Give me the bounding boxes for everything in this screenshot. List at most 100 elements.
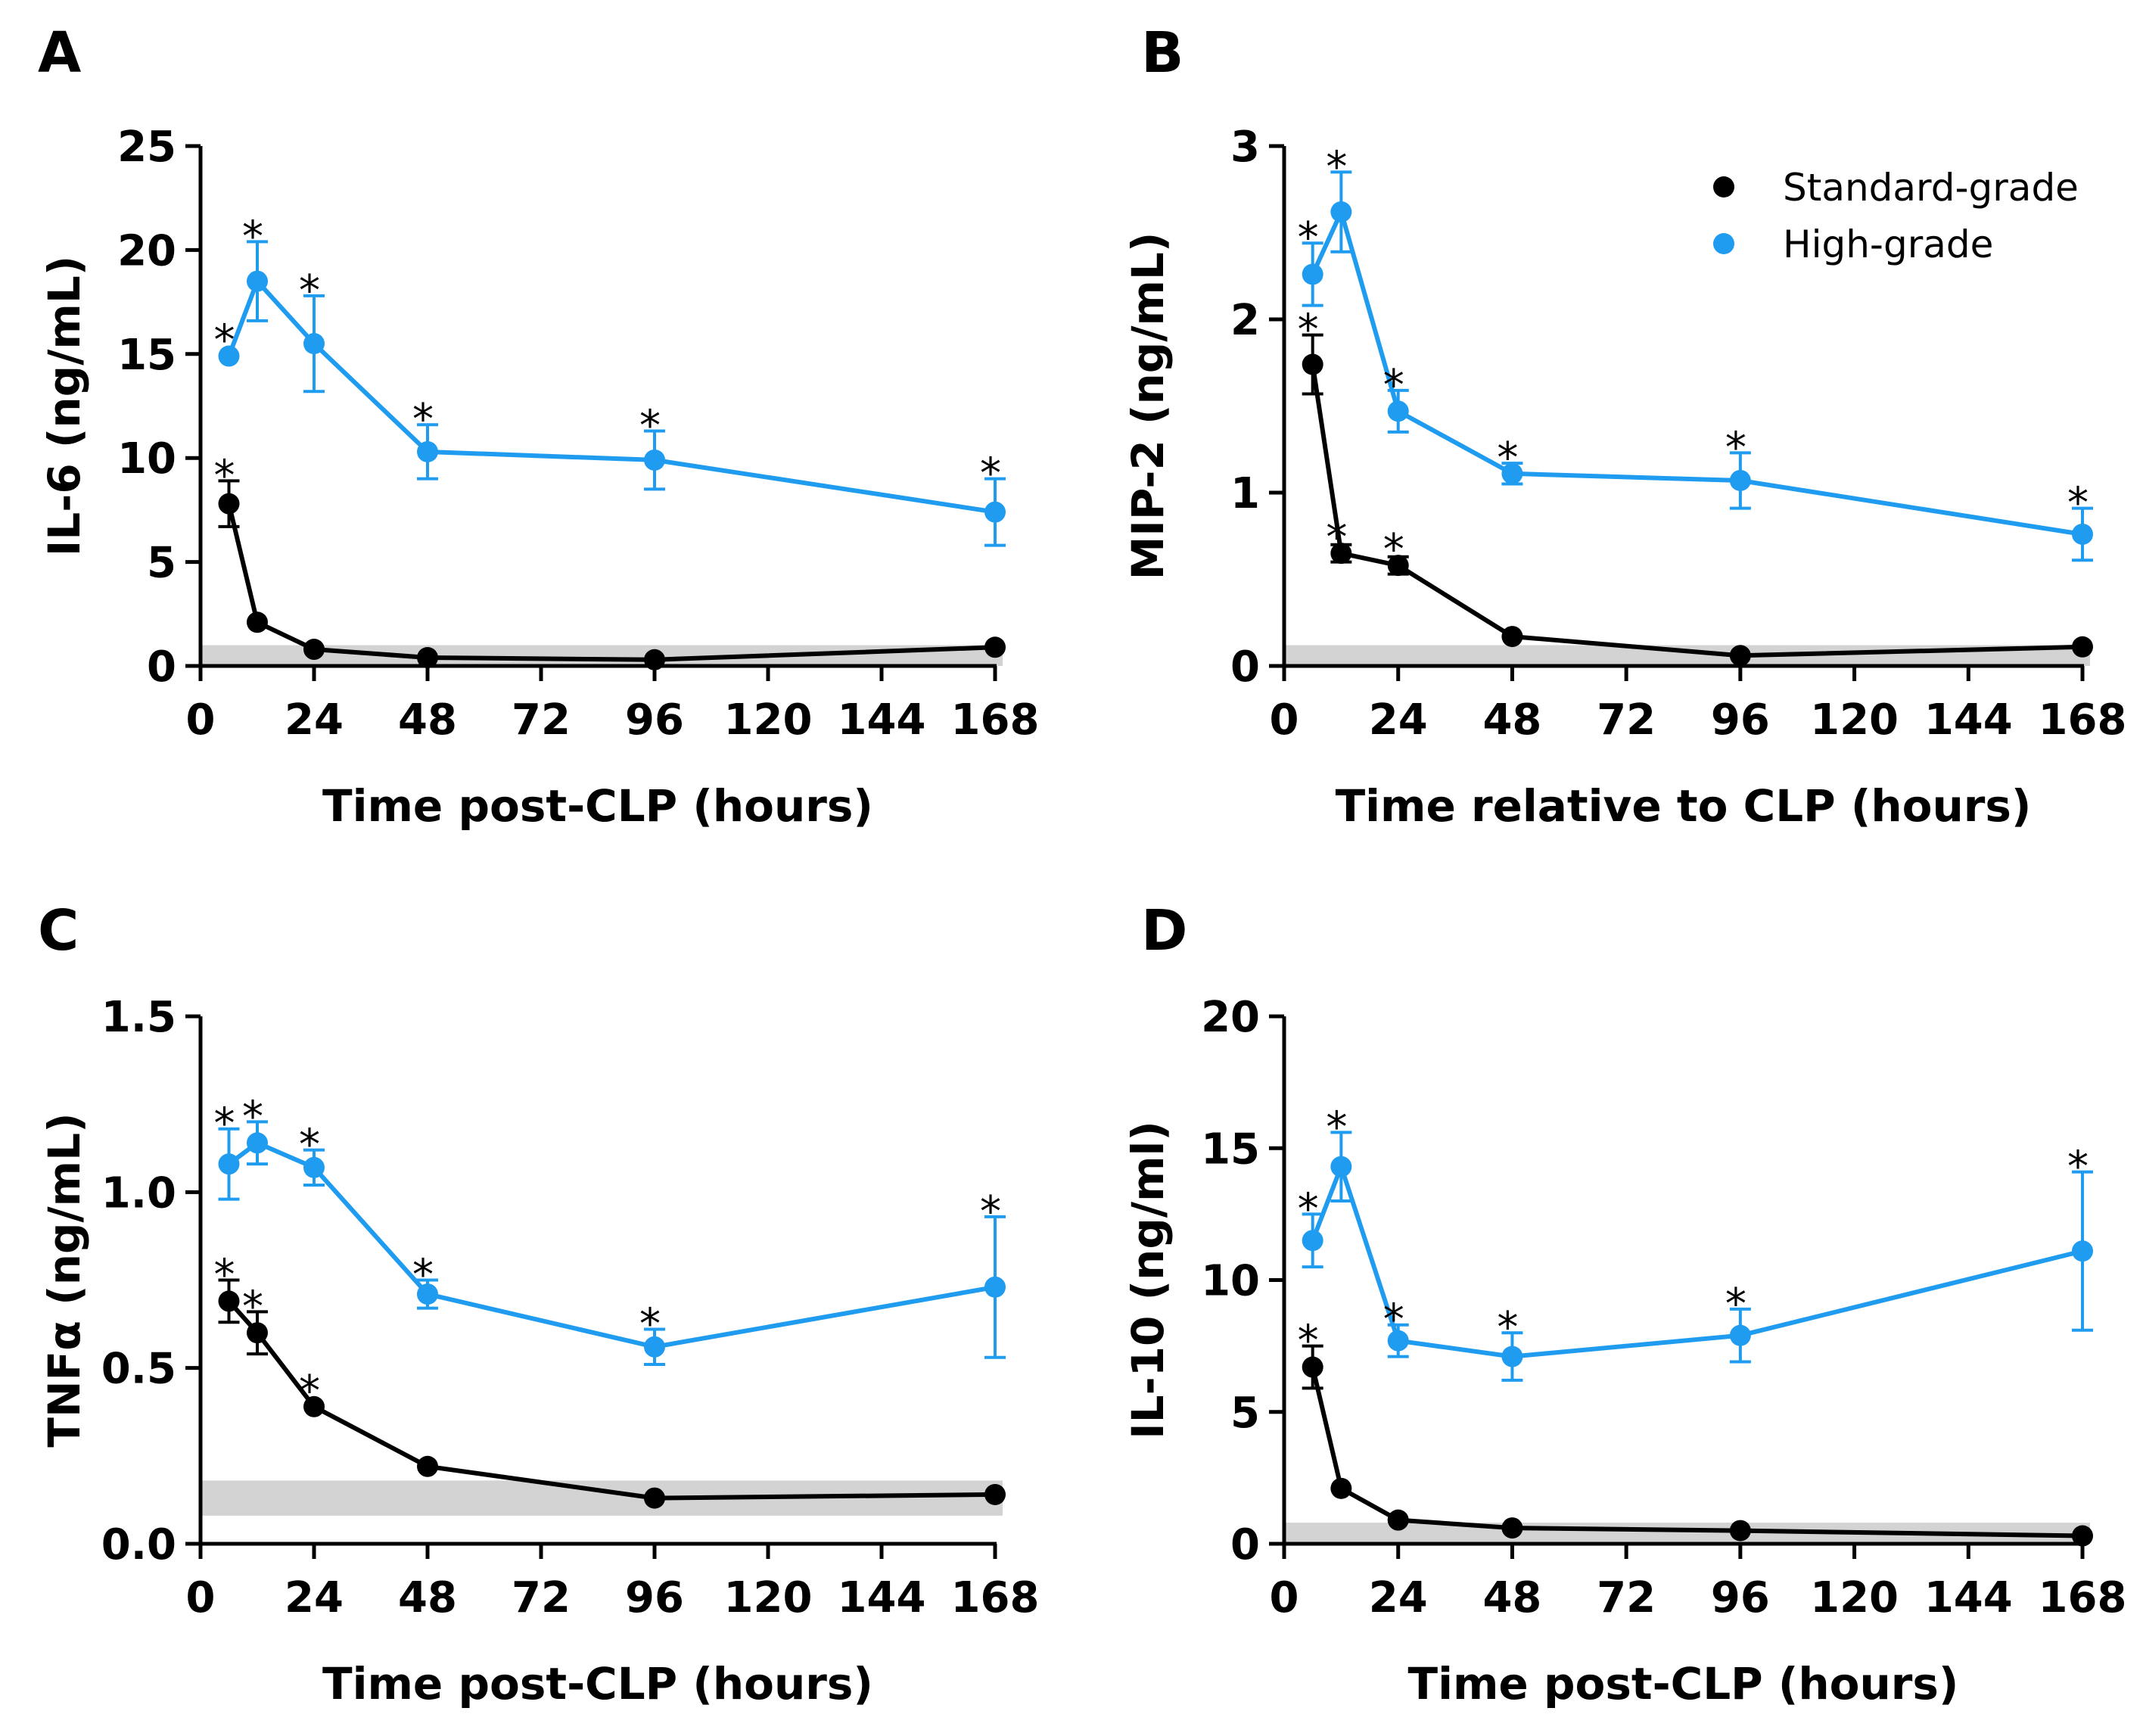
- data-point: [2072, 636, 2093, 658]
- panel-letter-c: C: [38, 898, 79, 963]
- significance-star: *: [412, 1251, 434, 1300]
- x-tick-label: 0: [1270, 1573, 1299, 1622]
- data-point: [644, 449, 665, 471]
- y-axis-title: MIP-2 (ng/mL): [1122, 232, 1174, 580]
- data-point: [644, 1336, 665, 1358]
- x-tick-label: 120: [724, 1573, 813, 1622]
- x-tick-label: 120: [724, 695, 813, 745]
- x-tick-label: 24: [1369, 695, 1428, 745]
- series-standard-grade: *: [214, 451, 1006, 670]
- series-standard-grade: ***: [1298, 306, 2093, 667]
- y-tick-label: 0: [1230, 1520, 1260, 1570]
- data-point: [247, 270, 268, 292]
- legend-label-high: High-grade: [1783, 222, 1993, 266]
- y-tick-label: 0: [147, 642, 176, 692]
- series-line: [1310, 210, 2083, 537]
- significance-star: *: [639, 1300, 661, 1349]
- significance-star: *: [242, 1282, 263, 1331]
- significance-star: *: [1383, 1296, 1404, 1345]
- series-high-grade: ******: [1298, 142, 2093, 562]
- series-line: [1310, 364, 2083, 658]
- significance-star: *: [214, 451, 235, 500]
- data-point: [1501, 626, 1523, 648]
- legend: Standard-grade High-grade: [1713, 166, 2079, 266]
- data-point: [2072, 523, 2093, 545]
- data-point: [984, 636, 1006, 658]
- x-axis-title: Time post-CLP (hours): [322, 1658, 873, 1710]
- baseline-band: [201, 1480, 1003, 1516]
- significance-star: *: [2067, 1143, 2089, 1192]
- data-point: [1501, 462, 1523, 484]
- x-tick-label: 168: [2039, 695, 2127, 745]
- data-point: [417, 1455, 438, 1477]
- y-tick-label: 10: [1201, 1257, 1260, 1306]
- x-tick-label: 96: [625, 1573, 684, 1622]
- x-tick-label: 48: [398, 695, 457, 745]
- data-point: [303, 1395, 325, 1417]
- significance-star: *: [1326, 1103, 1347, 1152]
- y-tick-label: 10: [117, 434, 176, 484]
- y-tick-label: 15: [1201, 1125, 1260, 1174]
- data-point: [2072, 1240, 2093, 1262]
- significance-star: *: [214, 1251, 235, 1300]
- x-tick-label: 24: [1369, 1573, 1428, 1622]
- panel-letter-a: A: [38, 20, 81, 86]
- y-tick-label: 15: [117, 331, 176, 380]
- data-point: [1729, 645, 1751, 667]
- significance-star: *: [299, 1121, 320, 1170]
- significance-star: *: [980, 1187, 1001, 1237]
- significance-star: *: [242, 1092, 263, 1141]
- data-point: [1302, 1356, 1323, 1378]
- series-standard-grade: ***: [214, 1251, 1006, 1509]
- data-point: [417, 1283, 438, 1305]
- x-tick-label: 24: [285, 695, 344, 745]
- significance-star: *: [1725, 423, 1746, 472]
- x-tick-label: 72: [512, 695, 571, 745]
- data-point: [984, 1483, 1006, 1505]
- panel-letter-b: B: [1141, 20, 1183, 86]
- y-tick-label: 25: [117, 123, 176, 172]
- panel-d: 0 5 10 15 20 0 24 48 72 96 120 144 168 Time post-CLP …: [1122, 993, 2126, 1710]
- x-tick-label: 72: [1597, 695, 1656, 745]
- data-point: [218, 1153, 240, 1175]
- x-tick-label: 168: [2039, 1573, 2127, 1622]
- significance-star: *: [1298, 1184, 1319, 1234]
- significance-star: *: [242, 212, 263, 261]
- legend-marker-standard: [1713, 176, 1734, 198]
- data-point: [1387, 1509, 1409, 1531]
- x-tick-label: 0: [1270, 695, 1299, 745]
- y-tick-label: 3: [1230, 123, 1260, 172]
- data-point: [303, 639, 325, 661]
- y-axis-title: TNFα (ng/mL): [39, 1112, 90, 1447]
- y-tick-label: 0.0: [101, 1520, 176, 1570]
- data-point: [1330, 1156, 1352, 1178]
- significance-star: *: [1497, 1303, 1518, 1352]
- panel-a: 0 5 10 15 20 25 0 24 48 72 96 120 144 168 Time post-CL…: [39, 123, 1039, 832]
- significance-star: *: [639, 401, 661, 450]
- data-point: [1330, 1477, 1352, 1499]
- x-axis-title: Time post-CLP (hours): [1408, 1658, 1959, 1710]
- data-point: [1729, 1324, 1751, 1346]
- x-tick-label: 24: [285, 1573, 344, 1622]
- data-point: [417, 647, 438, 669]
- x-tick-label: 0: [186, 1573, 216, 1622]
- legend-marker-high: [1713, 233, 1734, 254]
- data-point: [644, 649, 665, 670]
- significance-star: *: [214, 316, 235, 366]
- significance-star: *: [412, 395, 434, 444]
- series-high-grade: ******: [214, 212, 1006, 547]
- y-axis-title: IL-6 (ng/mL): [39, 256, 90, 557]
- x-tick-label: 144: [1924, 695, 2013, 745]
- data-point: [984, 501, 1006, 523]
- x-tick-label: 144: [838, 1573, 926, 1622]
- data-point: [1501, 1346, 1523, 1367]
- significance-star: *: [1298, 306, 1319, 355]
- data-point: [1729, 1520, 1751, 1542]
- x-tick-label: 120: [1810, 695, 1899, 745]
- series-line: [226, 503, 996, 662]
- y-tick-label: 20: [117, 226, 176, 275]
- significance-star: *: [299, 1367, 320, 1416]
- x-tick-label: 168: [951, 1573, 1040, 1622]
- series-line: [227, 1299, 996, 1501]
